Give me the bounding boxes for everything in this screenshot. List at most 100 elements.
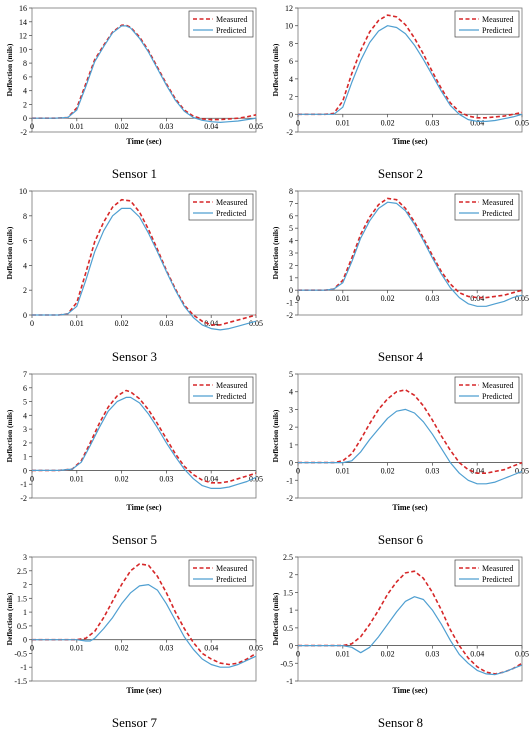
legend-label: Measured [216,198,248,207]
x-tick-label: 0.02 [115,644,129,653]
x-tick-label: 0.01 [70,474,84,483]
chart-panel-sensor-7: -1.5 -1 -0.5 0 0.5 1 1.5 2 2.5 3 0 0.01 0.02 0.03 0.04… [2,551,267,734]
chart-svg: 0 2 4 6 8 10 0 0.01 0.02 0.03 0.04 0.05 Deflection (… [5,187,263,331]
sensor-caption: Sensor 1 [111,166,158,181]
x-tick-label: 0.05 [515,294,529,303]
series-line-predicted [298,25,523,123]
y-tick-label: 4 [289,388,293,397]
y-tick-label: 10 [19,45,27,54]
y-tick-label: -1 [286,677,293,686]
legend-label: Measured [482,381,514,390]
x-tick-label: 0 [30,644,34,653]
y-tick-label: 0 [289,286,293,295]
y-tick-label: 16 [19,4,27,13]
y-tick-label: 1 [289,441,293,450]
y-tick-label: 1.5 [283,588,293,597]
y-tick-label: 8 [23,212,27,221]
series-line-measured [32,198,257,326]
series-line-predicted [298,596,523,676]
x-tick-label: 0.02 [381,118,395,127]
y-tick-label: 6 [289,212,293,221]
series-line-predicted [32,25,257,124]
y-tick-label: 2 [289,93,293,102]
x-tick-label: 0.05 [249,122,263,131]
x-tick-label: 0.05 [515,467,529,476]
legend-box [188,376,254,404]
y-tick-label: 5 [23,398,27,407]
legend-label: Predicted [482,575,512,584]
x-tick-label: 0.04 [204,644,218,653]
y-tick-label: 1.5 [17,594,27,603]
x-tick-label: 0.04 [470,294,484,303]
y-tick-label: 2 [23,100,27,109]
x-tick-label: 0.03 [159,474,173,483]
legend-label: Measured [482,15,514,24]
x-tick-label: 0 [296,467,300,476]
y-tick-label: 0 [289,459,293,468]
chart-panel-sensor-2: -2 0 2 4 6 8 10 12 0 0.01 0.02 0.03 0.04 0.05 Time (se… [268,2,531,185]
y-axis-label: Deflection (mils) [5,592,14,645]
x-tick-label: 0.02 [115,319,129,328]
y-axis-label: Deflection (mils) [271,592,280,645]
legend-box [454,376,520,404]
sensor-caption: Sensor 2 [377,166,424,181]
x-tick-label: 0.04 [470,118,484,127]
legend-label: Predicted [216,392,246,401]
y-tick-label: 10 [19,187,27,196]
legend-label: Predicted [482,209,512,218]
y-tick-label: 6 [23,237,27,246]
x-tick-label: 0.02 [115,474,129,483]
legend-label: Predicted [216,209,246,218]
y-tick-label: 8 [289,39,293,48]
sensor-caption: Sensor 5 [111,532,158,547]
series-line-measured [298,570,523,675]
x-tick-label: 0.04 [204,122,218,131]
legend-label: Predicted [216,26,246,35]
x-tick-label: 0.05 [515,118,529,127]
series-line-predicted [298,201,523,307]
chart-panel-sensor-5: -2 -1 0 1 2 3 4 5 6 7 0 0.01 0.02 0.03 0.04 0.05 Time (s… [2,368,267,551]
legend-label: Measured [216,15,248,24]
y-tick-label: 0 [289,642,293,651]
y-tick-label: 6 [23,73,27,82]
x-tick-label: 0 [296,118,300,127]
y-tick-label: 3 [289,249,293,258]
x-tick-label: 0.02 [381,294,395,303]
y-tick-label: -1 [20,663,27,672]
x-tick-label: 0.04 [470,467,484,476]
x-tick-label: 0.05 [515,650,529,659]
x-tick-label: 0.05 [249,644,263,653]
y-tick-label: 3 [23,425,27,434]
y-tick-label: 1 [289,606,293,615]
x-tick-label: 0.03 [425,118,439,127]
y-axis-label: Deflection (mils) [5,409,14,462]
y-tick-label: 8 [23,59,27,68]
x-axis-label: Time (sec) [392,137,428,146]
y-tick-label: 2 [23,581,27,590]
legend-box [188,193,254,221]
y-tick-label: -1 [286,299,293,308]
y-tick-label: 0 [23,114,27,123]
y-tick-label: 3 [23,553,27,562]
y-tick-label: -2 [20,128,27,137]
y-tick-label: 1 [23,608,27,617]
legend-label: Measured [216,381,248,390]
y-tick-label: 12 [285,4,293,13]
y-tick-label: 7 [289,199,293,208]
x-tick-label: 0.03 [159,319,173,328]
x-tick-label: 0.01 [70,319,84,328]
series-line-measured [32,563,257,666]
legend-label: Measured [482,198,514,207]
series-line-predicted [298,408,523,485]
series-line-measured [298,197,523,299]
sensor-caption: Sensor 3 [111,349,158,364]
x-tick-label: 0.02 [381,650,395,659]
x-tick-label: 0.04 [204,319,218,328]
y-tick-label: -1 [20,480,27,489]
chart-panel-sensor-6: -2 -1 0 1 2 3 4 5 0 0.01 0.02 0.03 0.04 0.05 Time (sec… [268,368,531,551]
x-tick-label: 0.05 [249,319,263,328]
y-tick-label: 5 [289,224,293,233]
x-axis-label: Time (sec) [126,686,162,695]
